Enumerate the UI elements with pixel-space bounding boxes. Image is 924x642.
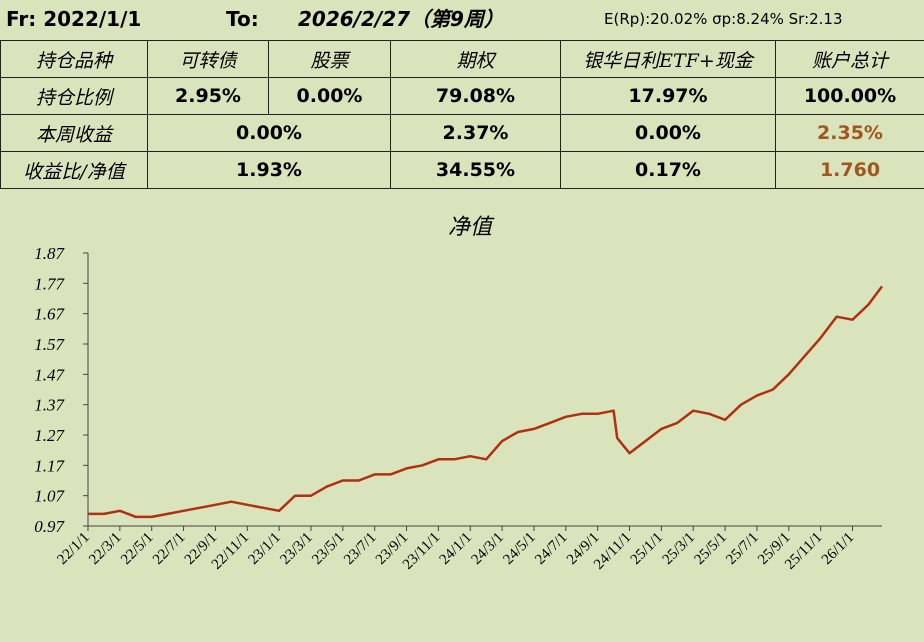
y-tick-label: 1.07: [34, 487, 65, 506]
x-tick-label: 24/1/1: [437, 530, 475, 568]
x-tick-label: 24/3/1: [469, 530, 507, 568]
cell: 0.17%: [560, 151, 776, 189]
cell: 100.00%: [775, 77, 924, 115]
x-tick-label: 22/3/1: [86, 530, 124, 568]
cell: 1.760: [775, 151, 924, 189]
y-tick-label: 1.37: [34, 396, 65, 415]
cell: 银华日利ETF+现金: [560, 40, 776, 78]
cell: 2.95%: [147, 77, 269, 115]
x-tick-label: 26/1/1: [819, 530, 857, 568]
x-tick-label: 23/3/1: [277, 530, 315, 568]
x-tick-label: 23/5/1: [309, 530, 347, 568]
x-tick-label: 23/1/1: [246, 530, 284, 568]
x-tick-label: 25/7/1: [723, 530, 761, 568]
from-date: Fr: 2022/1/1: [6, 7, 142, 31]
x-tick-label: 24/7/1: [532, 530, 570, 568]
cell: 收益比/净值: [0, 151, 148, 189]
to-label: To:: [226, 7, 259, 31]
cell: 2.37%: [390, 114, 561, 152]
cell: 17.97%: [560, 77, 776, 115]
x-tick-label: 25/1/1: [628, 530, 666, 568]
x-tick-label: 23/7/1: [341, 530, 379, 568]
y-tick-label: 1.67: [34, 305, 65, 324]
cell: 34.55%: [390, 151, 561, 189]
cell: 79.08%: [390, 77, 561, 115]
y-tick-label: 1.27: [34, 426, 65, 445]
cell: 0.00%: [560, 114, 776, 152]
y-tick-label: 1.17: [34, 456, 65, 475]
stats: E(Rp):20.02% σp:8.24% Sr:2.13: [604, 10, 843, 28]
x-tick-label: 22/7/1: [150, 530, 188, 568]
y-tick-label: 1.47: [34, 365, 65, 384]
cell: 股票: [268, 40, 391, 78]
cell: 2.35%: [775, 114, 924, 152]
x-tick-label: 24/5/1: [500, 530, 538, 568]
y-tick-label: 0.97: [34, 517, 65, 536]
cell: 账户总计: [775, 40, 924, 78]
x-tick-label: 25/5/1: [691, 530, 729, 568]
y-tick-label: 1.77: [34, 274, 65, 293]
y-tick-label: 1.57: [34, 335, 65, 354]
cell: 期权: [390, 40, 561, 78]
cell: 0.00%: [147, 114, 391, 152]
to-date: 2026/2/27（第9周）: [298, 7, 504, 31]
x-tick-label: 25/3/1: [660, 530, 698, 568]
series-line: [88, 285, 884, 519]
chart-title: 净值: [448, 215, 495, 240]
summary-table: 持仓品种 可转债 股票 期权 银华日利ETF+现金 账户总计 持仓比例 2.95% 0.00%…: [0, 40, 924, 189]
y-tick-label: 1.87: [34, 244, 65, 263]
x-tick-label: 22/5/1: [118, 530, 156, 568]
